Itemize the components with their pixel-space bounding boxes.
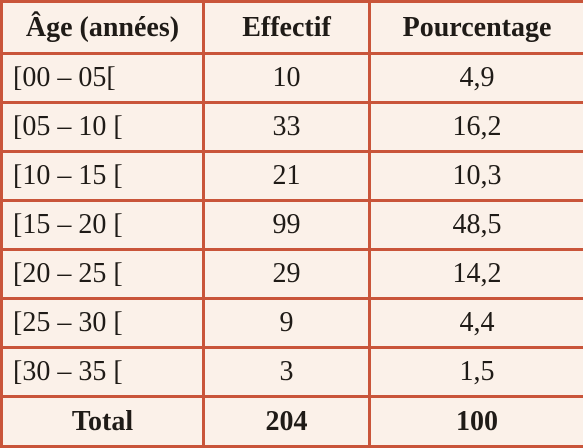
age-cell: [00 – 05[ — [2, 54, 204, 103]
age-cell: [25 – 30 [ — [2, 299, 204, 348]
pourcentage-cell: 4,4 — [370, 299, 583, 348]
table-row: [05 – 10 [ 33 16,2 — [2, 103, 583, 152]
age-cell: [10 – 15 [ — [2, 152, 204, 201]
effectif-cell: 99 — [204, 201, 370, 250]
pourcentage-cell: 1,5 — [370, 348, 583, 397]
age-cell: [20 – 25 [ — [2, 250, 204, 299]
effectif-cell: 3 — [204, 348, 370, 397]
table-row: [10 – 15 [ 21 10,3 — [2, 152, 583, 201]
pourcentage-cell: 14,2 — [370, 250, 583, 299]
age-cell: [30 – 35 [ — [2, 348, 204, 397]
header-age: Âge (années) — [2, 2, 204, 54]
table-row: [20 – 25 [ 29 14,2 — [2, 250, 583, 299]
pourcentage-cell: 48,5 — [370, 201, 583, 250]
pourcentage-cell: 4,9 — [370, 54, 583, 103]
effectif-cell: 9 — [204, 299, 370, 348]
total-effectif: 204 — [204, 397, 370, 447]
effectif-cell: 29 — [204, 250, 370, 299]
header-row: Âge (années) Effectif Pourcentage — [2, 2, 583, 54]
total-label: Total — [2, 397, 204, 447]
header-effectif: Effectif — [204, 2, 370, 54]
table-row: [15 – 20 [ 99 48,5 — [2, 201, 583, 250]
total-row: Total 204 100 — [2, 397, 583, 447]
pourcentage-cell: 10,3 — [370, 152, 583, 201]
pourcentage-cell: 16,2 — [370, 103, 583, 152]
table-row: [30 – 35 [ 3 1,5 — [2, 348, 583, 397]
age-cell: [15 – 20 [ — [2, 201, 204, 250]
table-row: [00 – 05[ 10 4,9 — [2, 54, 583, 103]
effectif-cell: 21 — [204, 152, 370, 201]
effectif-cell: 33 — [204, 103, 370, 152]
total-pourcentage: 100 — [370, 397, 583, 447]
effectif-cell: 10 — [204, 54, 370, 103]
table-row: [25 – 30 [ 9 4,4 — [2, 299, 583, 348]
header-pourcentage: Pourcentage — [370, 2, 583, 54]
age-cell: [05 – 10 [ — [2, 103, 204, 152]
